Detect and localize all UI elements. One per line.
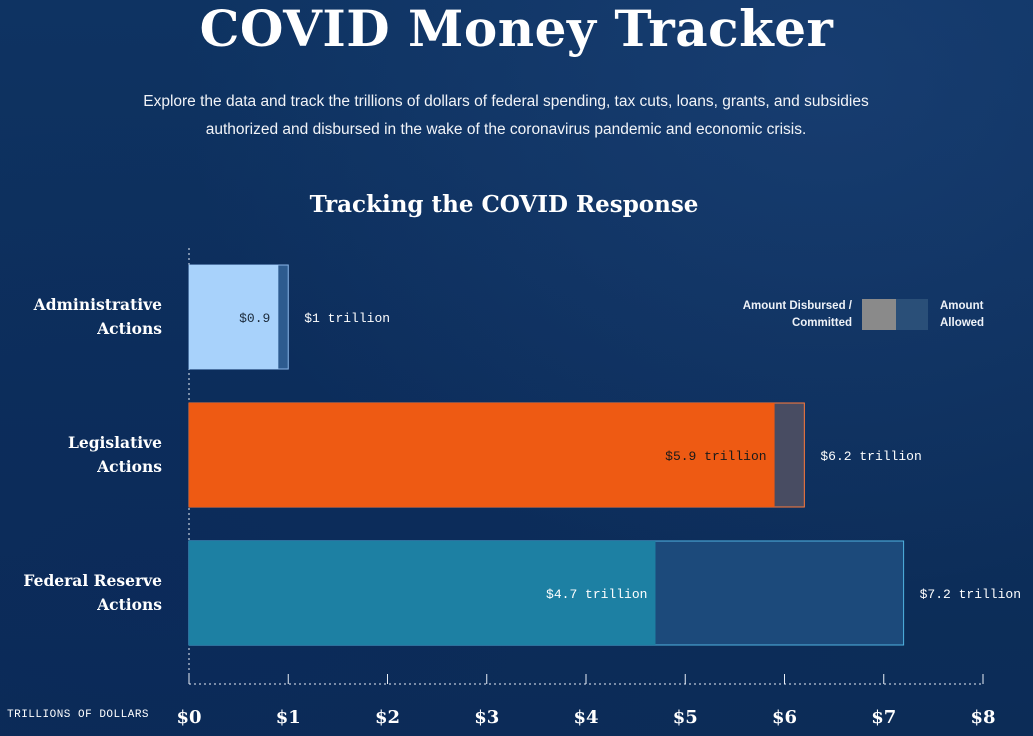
x-tick-label-5: $5 xyxy=(673,707,698,728)
x-tick-label-7: $7 xyxy=(871,707,896,728)
label-allowed-1: $6.2 trillion xyxy=(820,449,921,464)
label-allowed-0: $1 trillion xyxy=(304,311,390,326)
x-tick-label-4: $4 xyxy=(573,707,598,728)
chart-title: Tracking the COVID Response xyxy=(309,191,699,218)
category-label-federal-reserve: Federal Reserve Actions xyxy=(23,571,162,614)
x-tick-label-0: $0 xyxy=(176,707,201,728)
label-disbursed-2: $4.7 trillion xyxy=(546,587,647,602)
x-tick-label-1: $1 xyxy=(276,707,301,728)
legend-swatch xyxy=(862,299,928,330)
bar-disbursed-0 xyxy=(189,265,279,369)
label-disbursed-1: $5.9 trillion xyxy=(665,449,766,464)
x-tick-label-6: $6 xyxy=(772,707,797,728)
legend-label-allowed: Amount Allowed xyxy=(940,300,985,329)
category-label-legislative: Legislative Actions xyxy=(67,433,162,476)
legend-label-disbursed: Amount Disbursed / Committed xyxy=(742,300,852,329)
category-label-administrative: Administrative Actions xyxy=(33,295,162,338)
x-tick-label-8: $8 xyxy=(970,707,995,728)
legend-swatch-allowed xyxy=(896,299,928,330)
x-axis-label: TRILLIONS OF DOLLARS xyxy=(7,709,150,721)
page-subtitle: Explore the data and track the trillions… xyxy=(143,93,869,138)
label-disbursed-0: $0.9 xyxy=(239,311,270,326)
page-title: COVID Money Tracker xyxy=(199,0,834,58)
label-allowed-2: $7.2 trillion xyxy=(920,587,1021,602)
x-tick-label-2: $2 xyxy=(375,707,400,728)
legend-swatch-disbursed xyxy=(862,299,896,330)
bar-disbursed-1 xyxy=(189,403,775,507)
bar-disbursed-2 xyxy=(189,541,656,645)
x-tick-label-3: $3 xyxy=(474,707,499,728)
